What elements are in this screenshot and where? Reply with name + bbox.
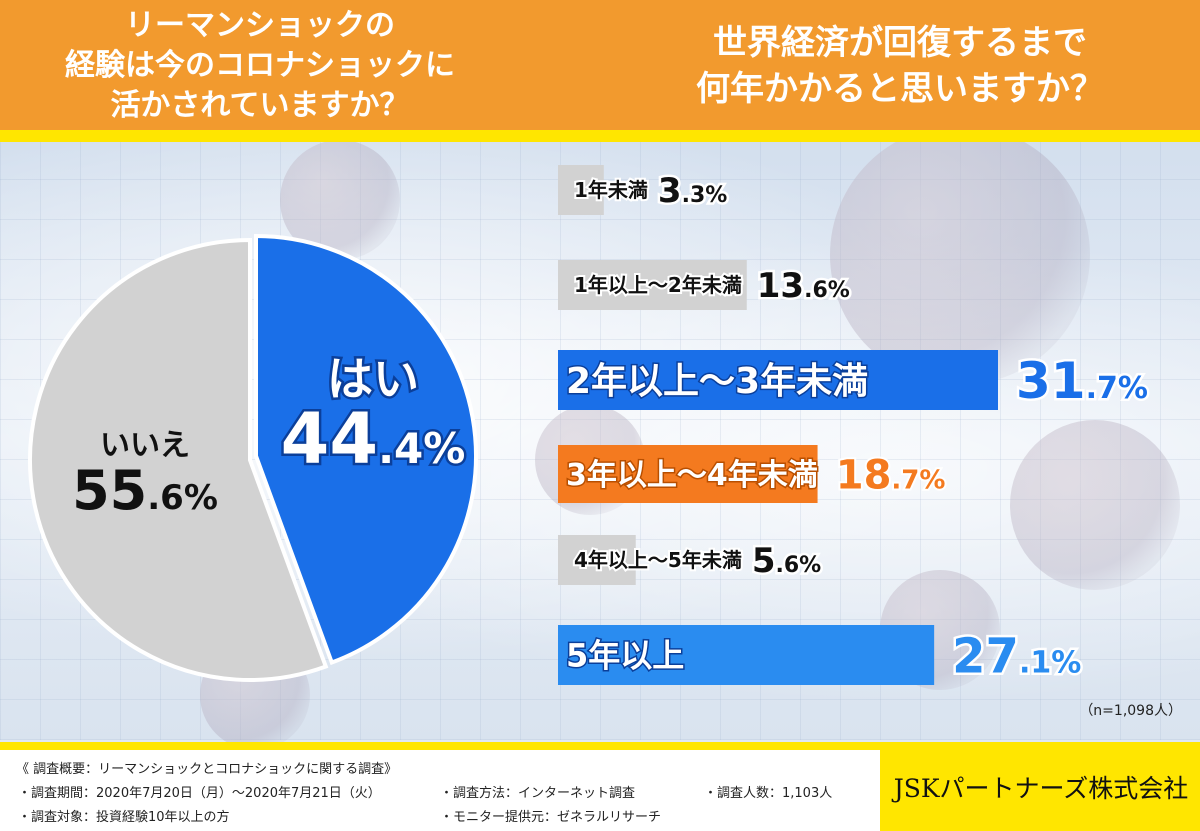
pie-no-percent: 55.6%	[72, 459, 218, 522]
bar-category-label: 3年以上〜4年未満	[566, 458, 818, 493]
pie-slice-no	[28, 237, 329, 682]
bar-value-label: 18.7%	[836, 452, 946, 498]
right-question-line: 世界経済が回復するまで	[713, 23, 1087, 63]
pie-yes-label: はい	[327, 352, 419, 406]
header-stripe	[0, 130, 1200, 142]
bar-category-label: 1年以上〜2年未満	[574, 273, 742, 297]
bar-2	[558, 260, 747, 310]
bar-4	[558, 445, 818, 503]
bar-value-label: 3.3%	[658, 171, 727, 211]
monitor-provider: ・モニター提供元：ゼネラルリサーチ	[440, 810, 662, 825]
respondent-count: ・調査人数：1,103人	[704, 786, 833, 801]
bar-1	[558, 165, 604, 215]
bar-category-label: 1年未満	[574, 178, 648, 202]
virus-decoration	[830, 125, 1090, 385]
bar-category-label: 2年以上〜3年未満	[566, 361, 868, 402]
pie-no-label: いいえ	[100, 428, 190, 463]
company-logo-text: JSKパートナーズ株式会社	[893, 774, 1189, 803]
bar-category-label: 5年以上	[566, 637, 684, 675]
bar-6	[558, 625, 935, 685]
bar-value-label: 31.7%	[1016, 352, 1148, 410]
left-question-line: 活かされていますか？	[110, 88, 410, 123]
survey-method: ・調査方法：インターネット調査	[440, 786, 636, 801]
pie-slice-yes	[254, 233, 478, 666]
sample-size-note: （n=1,098人）	[1079, 703, 1182, 719]
bar-chart: 1年未満 3.3% 1年以上〜2年未満 13.6% 2年以上〜3年未満 31.7% 3年以上…	[558, 165, 1150, 687]
left-question-line: 経験は今のコロナショックに	[65, 48, 455, 83]
survey-target: ・調査対象：投資経験10年以上の方	[18, 810, 230, 825]
bar-value-label: 27.1%	[952, 628, 1081, 684]
virus-decoration	[1010, 420, 1180, 590]
bar-value-label: 13.6%	[757, 266, 850, 306]
header-banner	[0, 0, 1200, 130]
survey-overview: 《 調査概要：リーマンショックとコロナショックに関する調査》	[16, 762, 398, 777]
bar-5	[558, 535, 636, 585]
left-question: リーマンショックの 経験は今のコロナショックに 活かされていますか？	[0, 6, 520, 126]
left-question-line: リーマンショックの	[125, 8, 395, 43]
survey-period: ・調査期間：2020年7月20日（月）〜2020年7月21日（火）	[18, 786, 381, 801]
right-question-line: 何年かかると思いますか？	[696, 69, 1104, 109]
pie-yes-percent: 44.4%	[281, 398, 466, 480]
bar-3	[558, 350, 998, 410]
bar-category-label: 4年以上〜5年未満	[574, 548, 742, 572]
right-question: 世界経済が回復するまで 何年かかると思いますか？	[600, 20, 1200, 112]
bar-value-label: 5.6%	[752, 541, 821, 581]
footer-overview-box	[0, 750, 880, 831]
